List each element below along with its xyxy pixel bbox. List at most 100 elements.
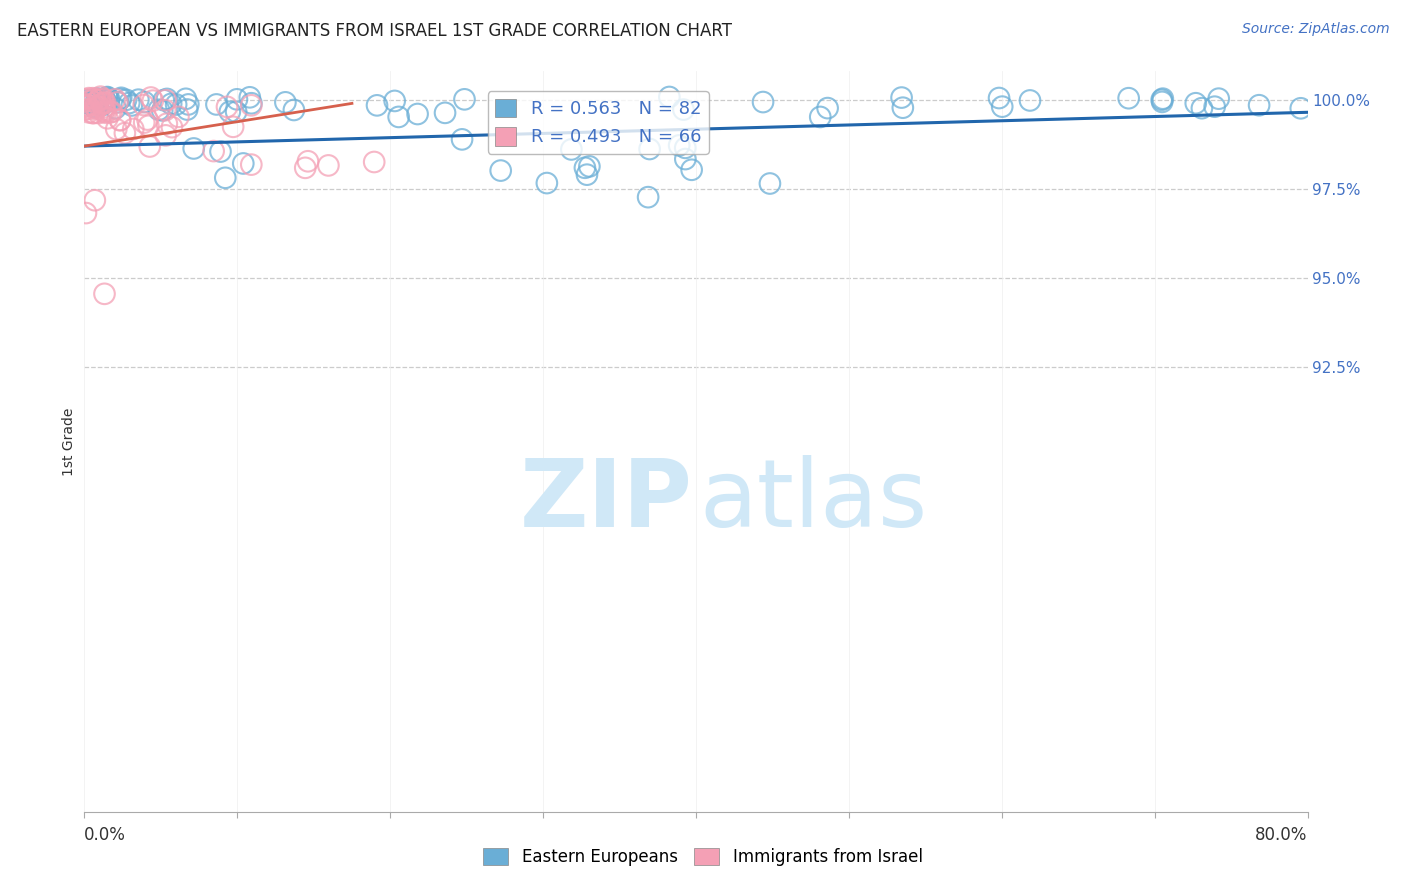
Point: [105, 122, 128, 136]
Point: [127, 93, 149, 107]
Point: [76, 98, 98, 112]
Point: [752, 95, 775, 109]
Point: [1184, 96, 1206, 111]
Point: [139, 139, 162, 153]
Point: [560, 143, 582, 157]
Point: [165, 97, 187, 112]
Point: [232, 156, 254, 170]
Point: [107, 95, 129, 110]
Text: atlas: atlas: [700, 455, 928, 547]
Point: [83, 100, 105, 114]
Text: ZIP: ZIP: [519, 455, 692, 547]
Point: [80, 94, 103, 108]
Point: [156, 117, 179, 131]
Point: [668, 138, 690, 153]
Point: [90, 97, 112, 112]
Point: [183, 141, 205, 155]
Point: [77, 91, 100, 105]
Point: [98, 105, 121, 120]
Point: [174, 92, 197, 106]
Point: [79, 96, 101, 111]
Point: [96, 91, 118, 105]
Point: [434, 106, 457, 120]
Point: [150, 103, 173, 118]
Point: [108, 113, 131, 128]
Point: [96, 112, 118, 126]
Point: [451, 132, 474, 146]
Point: [215, 100, 238, 114]
Point: [489, 163, 512, 178]
Point: [108, 92, 131, 106]
Legend: Eastern Europeans, Immigrants from Israel: Eastern Europeans, Immigrants from Israe…: [477, 841, 929, 873]
Point: [218, 104, 240, 119]
Point: [225, 104, 247, 119]
Point: [160, 97, 183, 112]
Point: [388, 110, 411, 124]
Point: [578, 160, 600, 174]
Point: [75, 206, 97, 220]
Point: [890, 90, 912, 104]
Point: [138, 119, 160, 133]
Point: [132, 98, 155, 112]
Point: [297, 154, 319, 169]
Point: [82, 106, 104, 120]
Point: [84, 100, 107, 114]
Point: [637, 190, 659, 204]
Point: [86, 92, 108, 106]
Point: [89, 92, 111, 106]
Point: [1019, 94, 1042, 108]
Point: [118, 95, 141, 110]
Point: [104, 92, 127, 106]
Point: [83, 106, 105, 120]
Point: [93, 103, 115, 117]
Point: [1289, 101, 1312, 115]
Point: [76, 95, 98, 110]
Point: [110, 91, 132, 105]
Point: [1191, 101, 1213, 115]
Point: [817, 101, 839, 115]
Point: [1152, 92, 1174, 106]
Point: [240, 98, 263, 112]
Point: [167, 110, 190, 124]
Point: [681, 162, 703, 177]
Point: [153, 103, 176, 118]
Point: [104, 101, 127, 115]
Point: [94, 105, 117, 120]
Legend: R = 0.563   N = 82, R = 0.493   N = 66: R = 0.563 N = 82, R = 0.493 N = 66: [488, 92, 709, 153]
Point: [93, 92, 115, 106]
Point: [222, 120, 245, 134]
Point: [90, 98, 112, 112]
Point: [240, 158, 263, 172]
Point: [73, 92, 96, 106]
Point: [142, 94, 165, 108]
Point: [87, 106, 110, 120]
Point: [453, 92, 475, 106]
Point: [98, 92, 121, 106]
Point: [658, 90, 681, 104]
Point: [83, 193, 105, 207]
Point: [93, 286, 115, 301]
Point: [96, 90, 118, 104]
Point: [80, 102, 103, 116]
Point: [77, 105, 100, 120]
Y-axis label: 1st Grade: 1st Grade: [62, 408, 76, 475]
Point: [274, 95, 297, 110]
Point: [406, 107, 429, 121]
Point: [759, 177, 782, 191]
Point: [240, 96, 263, 111]
Text: Source: ZipAtlas.com: Source: ZipAtlas.com: [1241, 22, 1389, 37]
Point: [366, 98, 388, 112]
Point: [91, 92, 114, 106]
Point: [673, 141, 696, 155]
Point: [136, 112, 159, 127]
Point: [93, 95, 115, 110]
Point: [239, 90, 262, 104]
Point: [363, 155, 385, 169]
Point: [1150, 93, 1173, 107]
Point: [114, 126, 136, 140]
Point: [87, 99, 110, 113]
Point: [139, 90, 162, 104]
Point: [575, 168, 598, 182]
Text: 0.0%: 0.0%: [84, 826, 127, 844]
Point: [84, 95, 107, 110]
